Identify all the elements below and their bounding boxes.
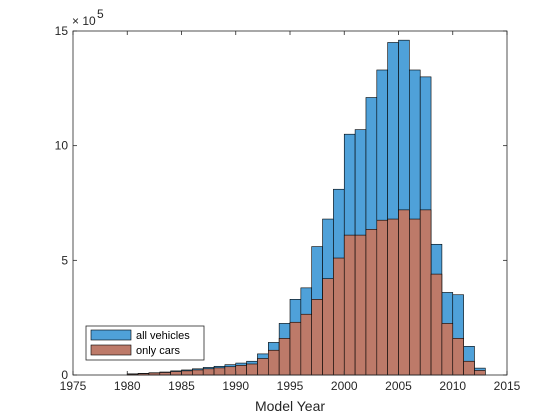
x-tick-label-1990: 1990 [222,379,249,393]
bar-only-cars-1991 [246,363,258,376]
bar-only-cars-1996 [300,313,313,376]
bar-only-cars-2003 [376,219,388,376]
y-tick-label-0: 0 [61,368,68,382]
legend: all vehicles only cars [85,325,205,361]
x-tick-label-1985: 1985 [168,379,195,393]
bar-only-cars-2001 [354,234,367,376]
x-tick-label-2005: 2005 [385,379,412,393]
bar-only-cars-2011 [463,360,475,376]
bar-only-cars-1988 [213,367,226,376]
bar-only-cars-1998 [322,278,334,376]
y-tick-label-10: 10 [55,139,69,153]
y-tick-label-5: 5 [61,253,68,267]
bar-only-cars-2008 [430,273,443,376]
bar-only-cars-1985 [181,370,193,376]
x-tick-label-2015: 2015 [494,379,521,393]
bar-only-cars-2007 [419,209,432,376]
bar-only-cars-1995 [289,321,302,376]
bar-only-cars-1984 [170,371,182,376]
x-tick-label-1980: 1980 [114,379,141,393]
legend-label-all-vehicles: all vehicles [136,330,190,342]
legend-label-only-cars: only cars [136,345,181,357]
bar-only-cars-2005 [398,209,410,376]
bar-only-cars-1999 [333,257,345,376]
x-tick-label-1995: 1995 [277,379,304,393]
bar-only-cars-1989 [224,366,237,376]
x-tick-label-2010: 2010 [439,379,466,393]
bar-only-cars-1987 [202,368,215,376]
legend-swatch-all-vehicles [90,329,132,341]
bar-only-cars-1994 [278,338,291,376]
bar-only-cars-2002 [365,229,378,376]
y-exponent-power: 5 [97,7,104,21]
bar-only-cars-2004 [387,218,399,376]
y-tick-label-15: 15 [55,24,69,38]
x-tick-label-2000: 2000 [331,379,358,393]
bar-only-cars-2006 [409,218,421,376]
bar-only-cars-2009 [441,323,454,376]
bar-only-cars-1993 [267,349,280,376]
bar-only-cars-1986 [192,369,204,376]
bar-only-cars-2010 [452,338,464,376]
x-axis-label: Model Year [255,398,325,414]
bar-only-cars-2012 [474,370,486,376]
x-tick-label-1975: 1975 [60,379,87,393]
bars-layer [126,39,486,376]
bar-only-cars-1990 [235,365,247,376]
ticks-layer: 1975 1980 1985 1990 1995 2000 2005 2010 2015 0 5 10… [55,24,521,393]
bar-only-cars-1997 [311,299,323,376]
bar-only-cars-1992 [257,358,269,376]
y-exponent-base: × 10 [72,14,96,28]
legend-swatch-only-cars [90,344,132,356]
bar-only-cars-2000 [343,234,356,376]
